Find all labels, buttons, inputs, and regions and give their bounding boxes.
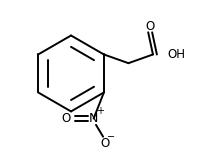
Text: +: + [96,106,104,116]
Text: OH: OH [167,48,185,61]
Text: −: − [107,132,115,142]
Text: N: N [89,112,98,125]
Text: O: O [100,136,109,150]
Text: O: O [62,112,71,125]
Text: O: O [146,20,155,33]
